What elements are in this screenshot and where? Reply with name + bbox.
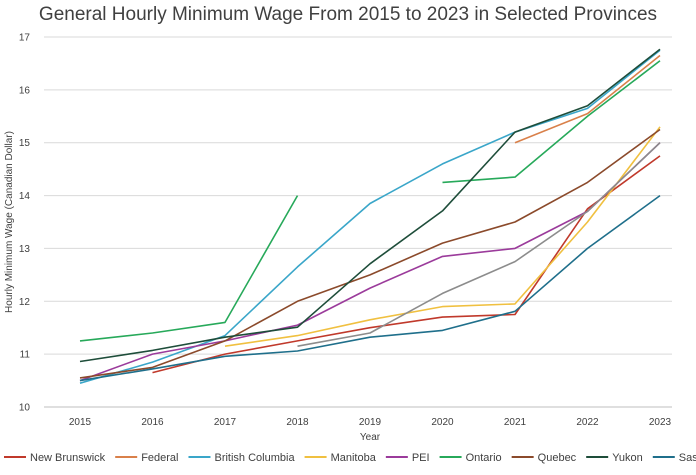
series-line-ontario [79, 195, 299, 342]
series-line-saskatchewan [79, 194, 661, 382]
x-tick-label: 2023 [649, 417, 672, 428]
x-tick-label: 2020 [431, 417, 454, 428]
series-line-british-columbia [79, 49, 661, 384]
x-tick-label: 2015 [69, 417, 92, 428]
legend: New Brunswick Federal British Columbia Mani… [4, 452, 696, 464]
y-tick-label: 11 [20, 350, 31, 361]
x-axis-title: Year [360, 432, 381, 443]
legend-label-new-brunswick: New Brunswick [30, 452, 106, 464]
legend-label-saskatchewan: Saskatchewan [679, 452, 696, 464]
y-tick-label: 10 [19, 403, 31, 414]
y-tick-label: 12 [19, 297, 31, 308]
y-tick-label: 14 [19, 191, 31, 202]
legend-label-ontario: Ontario [466, 452, 502, 464]
x-tick-label: 2019 [359, 417, 382, 428]
legend-label-pei: PEI [412, 452, 430, 464]
series-line-n-l [297, 142, 661, 347]
series-line-manitoba [224, 126, 661, 347]
series-line-federal [514, 54, 661, 144]
legend-label-manitoba: Manitoba [331, 452, 377, 464]
series-line-yukon [79, 48, 661, 363]
series-line-new-brunswick [152, 155, 661, 374]
x-tick-label: 2022 [576, 417, 599, 428]
gridlines [44, 36, 672, 408]
series-line-pei [79, 142, 661, 382]
legend-label-quebec: Quebec [538, 452, 577, 464]
y-tick-label: 13 [19, 244, 31, 255]
y-tick-label: 17 [19, 33, 31, 44]
legend-label-british-columbia: British Columbia [214, 452, 295, 464]
chart-title: General Hourly Minimum Wage From 2015 to… [38, 4, 658, 25]
y-tick-label: 16 [19, 85, 31, 96]
y-tick-label: 15 [19, 138, 31, 149]
legend-label-yukon: Yukon [612, 452, 643, 464]
series-line-ontario [442, 60, 661, 184]
x-tick-label: 2021 [504, 417, 527, 428]
series-lines [79, 48, 661, 384]
y-axis-ticks: 10 11 12 13 14 15 16 17 [19, 33, 31, 414]
x-tick-label: 2017 [214, 417, 237, 428]
y-axis-title: Hourly Minimum Wage (Canadian Dollar) [4, 131, 15, 313]
x-axis-ticks: 2015 2016 2017 2018 2019 2020 2021 2022 2023 [69, 417, 672, 428]
x-tick-label: 2016 [141, 417, 164, 428]
series-line-quebec [79, 128, 661, 379]
legend-label-federal: Federal [141, 452, 178, 464]
x-tick-label: 2018 [286, 417, 309, 428]
